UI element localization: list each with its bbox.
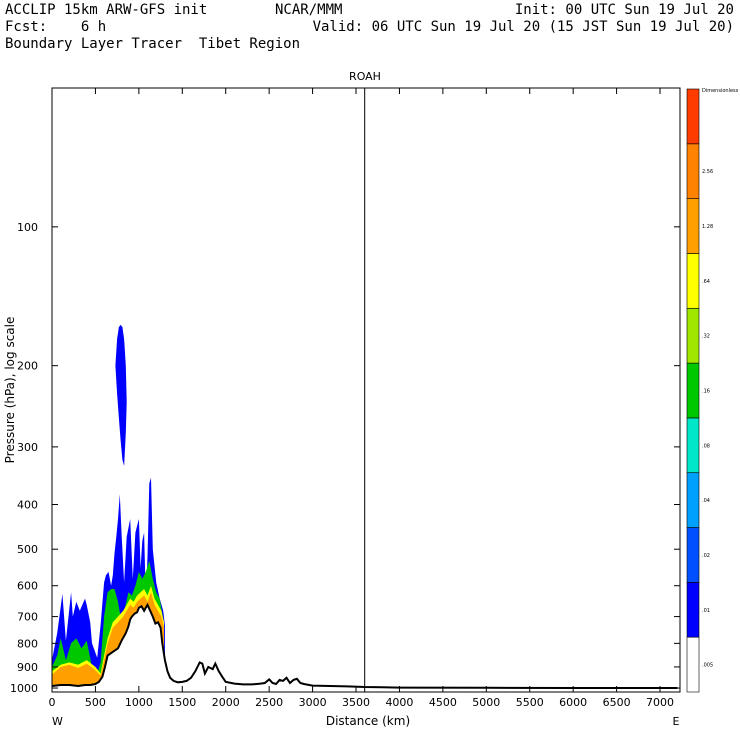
colorbar-tick-label: .32 (702, 334, 710, 340)
x-tick-label: 6500 (603, 696, 631, 709)
colorbar-segment (686, 143, 700, 199)
x-tick-label: 1000 (125, 696, 153, 709)
y-tick-label: 900 (17, 661, 38, 674)
x-axis-label: Distance (km) (326, 714, 410, 728)
colorbar-segment (686, 307, 700, 364)
header-institution: NCAR/MMM (275, 2, 343, 18)
y-axis-label: Pressure (hPa), log scale (3, 317, 17, 464)
x-tick-label: 4000 (385, 696, 413, 709)
colorbar-tick-label: .005 (702, 663, 713, 669)
colorbar-segment (686, 362, 700, 419)
y-tick-label: 300 (17, 441, 38, 454)
y-tick-label: 600 (17, 580, 38, 593)
header-valid-time: Valid: 06 UTC Sun 19 Jul 20 (15 JST Sun … (312, 19, 734, 35)
x-tick-label: 2000 (212, 696, 240, 709)
terrain-layer (51, 602, 678, 692)
x-tick-label: 6000 (559, 696, 587, 709)
colorbar-tick-label: .16 (702, 389, 710, 395)
colorbar-segment (686, 417, 700, 474)
colorbar-tick-label: .08 (702, 443, 710, 449)
plot-frame (51, 87, 681, 693)
panel-label: ROAH (349, 70, 381, 83)
colorbar-tick-label: 2.56 (702, 169, 713, 175)
colorbar-segment (686, 472, 700, 528)
x-tick-label: 7000 (646, 696, 674, 709)
header-model-title: ACCLIP 15km ARW-GFS init (5, 2, 208, 18)
colorbar-segment (686, 582, 700, 638)
x-tick-label: 1500 (168, 696, 196, 709)
y-tick-label: 800 (17, 637, 38, 650)
terrain-mask (52, 604, 678, 692)
tracer-upper-plume (115, 324, 127, 466)
colorbar-title: Dimensionless (702, 88, 739, 94)
y-tick-label: 500 (17, 543, 38, 556)
y-tick-label: 100 (17, 221, 38, 234)
axes-layer: 0 500 1000 1500 2000 2500 3000 3500 4000 4500 5000… (10, 88, 680, 709)
y-tick-label: 400 (17, 499, 38, 512)
colorbar-segment (686, 198, 700, 254)
x-tick-label: 5500 (516, 696, 544, 709)
colorbar-tick-label: .64 (702, 279, 710, 285)
x-tick-label: 4500 (429, 696, 457, 709)
x-tick-label: 500 (85, 696, 106, 709)
colorbar-tick-label: .01 (702, 608, 710, 614)
east-end-label: E (673, 715, 680, 728)
x-tick-label: 3000 (299, 696, 327, 709)
colorbar-segment (686, 636, 700, 693)
colorbar-segment (686, 253, 700, 309)
x-tick-label: 2500 (255, 696, 283, 709)
y-tick-label: 700 (17, 611, 38, 624)
colorbar-tick-label: 1.28 (702, 224, 713, 230)
colorbar-segment (686, 527, 700, 583)
west-end-label: W (52, 715, 63, 728)
x-tick-label: 3500 (342, 696, 370, 709)
terrain-line (51, 602, 678, 689)
x-tick-label: 5000 (472, 696, 500, 709)
header-init-time: Init: 00 UTC Sun 19 Jul 20 (514, 2, 734, 18)
header-forecast-hour: Fcst: 6 h (5, 19, 107, 35)
colorbar-segment (686, 88, 700, 145)
y-tick-label: 200 (17, 360, 38, 373)
header-field-title: Boundary Layer Tracer Tibet Region (5, 36, 301, 52)
y-tick-label: 1000 (10, 682, 38, 695)
colorbar: .005 .01 .02 .04 .08 .16 .32 .64 1.28 2.56 Dimensi… (686, 88, 739, 693)
colorbar-tick-label: .04 (702, 498, 710, 504)
x-tick-label: 0 (49, 696, 56, 709)
colorbar-tick-label: .02 (702, 553, 710, 559)
